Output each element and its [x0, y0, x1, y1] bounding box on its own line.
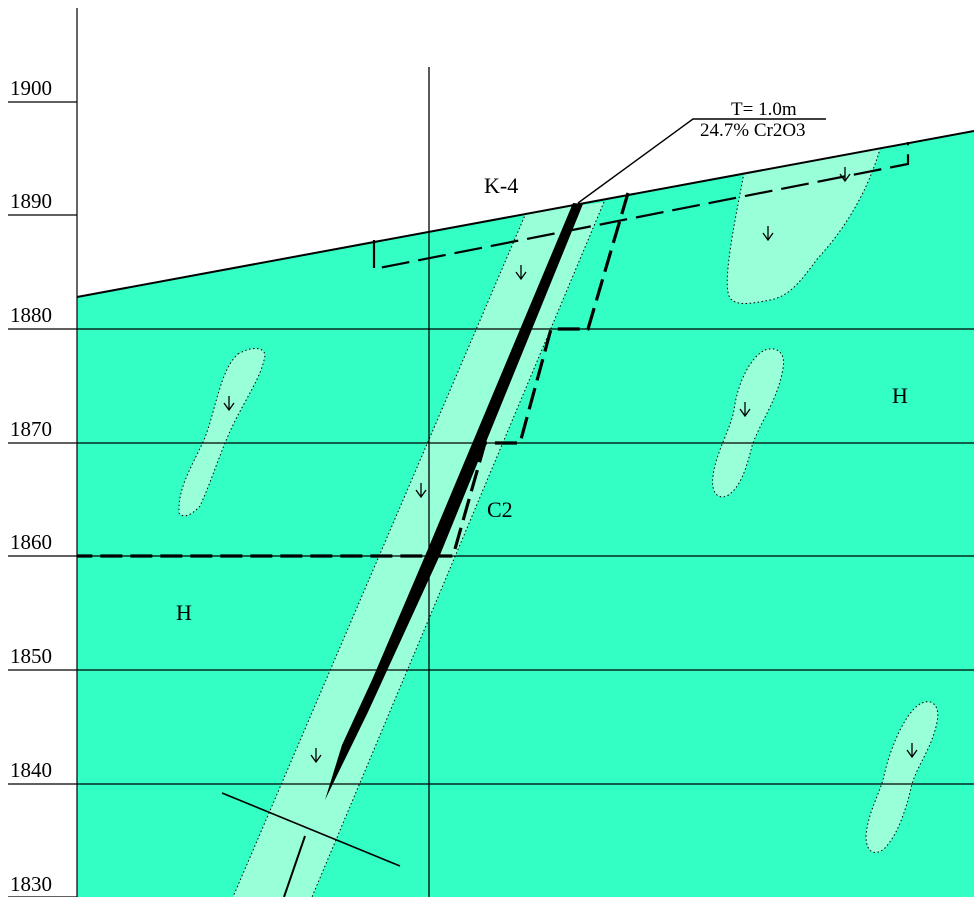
dip-arrow-icon: [906, 743, 918, 759]
dip-arrow-icon: [739, 402, 751, 418]
drillhole-label: K-4: [484, 173, 518, 198]
host-rock-area: [77, 131, 974, 897]
intercept-leader-line: [577, 118, 826, 204]
dip-arrow-icon: [839, 167, 851, 183]
chromite-ore-body: [325, 203, 583, 800]
unit-label-h-right: H: [892, 383, 908, 408]
elevation-label-1830: 1830: [10, 872, 52, 896]
unit-label-h-left: H: [176, 600, 192, 625]
resource-category-label: C2: [487, 497, 513, 522]
drillhole-trace: [221, 792, 401, 867]
c2-resource-boundary: [77, 192, 630, 558]
dip-arrow-icon: [415, 483, 427, 499]
resource-boundaries: [77, 142, 910, 558]
alteration-lens-bottom-right: [866, 701, 938, 853]
elevation-label-1890: 1890: [10, 189, 52, 213]
elevation-label-1880: 1880: [10, 303, 52, 327]
dip-arrow-icon: [515, 265, 527, 281]
elevation-label-1860: 1860: [10, 530, 52, 554]
alteration-outlines: [178, 148, 939, 897]
dip-arrow-icon: [762, 226, 774, 242]
intercept-grade: 24.7% Cr2O3: [700, 120, 806, 141]
alteration-lens-left: [178, 348, 265, 516]
alteration-lens-top-right: [727, 149, 880, 304]
dip-arrow-icons: [223, 167, 918, 764]
elevation-label-1840: 1840: [10, 758, 52, 782]
elevation-label-1900: 1900: [10, 76, 52, 100]
pit-outline-dashed: [372, 142, 910, 271]
elevation-label-1870: 1870: [10, 417, 52, 441]
elevation-axis: 1900 1890 1880 1870 1860 1850 1840 1830: [8, 8, 78, 897]
elevation-label-1850: 1850: [10, 644, 52, 668]
intercept-thickness: T= 1.0m: [731, 99, 797, 120]
dip-arrow-icon: [310, 748, 322, 764]
dip-arrow-icon: [223, 396, 235, 412]
alteration-lens-mid-right: [712, 348, 784, 497]
ore-body-downdip-extension: [283, 835, 306, 897]
